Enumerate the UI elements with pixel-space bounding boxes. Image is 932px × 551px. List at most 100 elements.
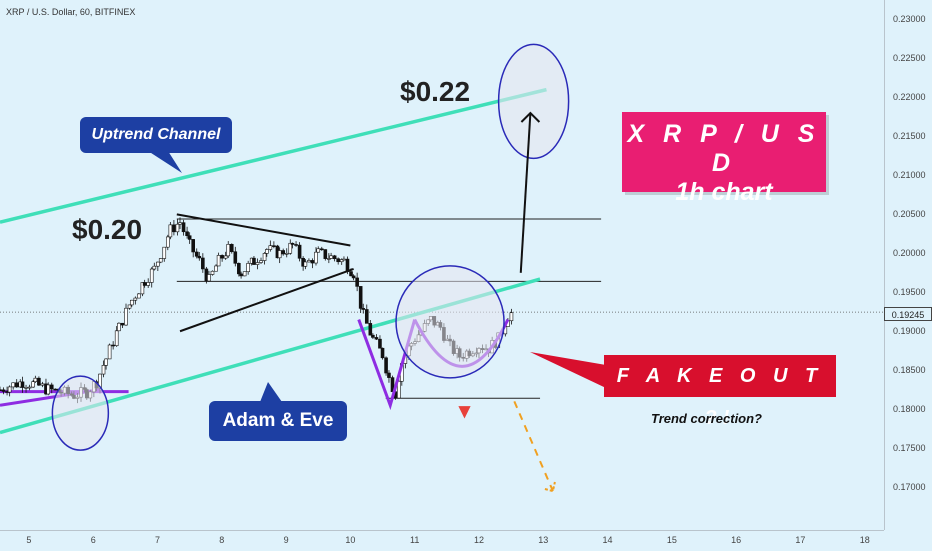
candle-body (46, 384, 51, 395)
candle-body (277, 250, 282, 259)
candle-body (358, 286, 363, 309)
adam-callout-tail (260, 382, 282, 402)
candle-body (7, 386, 12, 393)
price-axis[interactable]: 0.23000 0.22500 0.22000 0.21500 0.21000 0.205… (884, 0, 932, 530)
candle-body (129, 299, 134, 306)
candle-body (237, 263, 241, 275)
candle-body (31, 381, 35, 388)
candle-body (101, 365, 106, 375)
price-tick-label: 0.19000 (893, 326, 926, 337)
candle-body (255, 262, 260, 265)
candle-body (158, 258, 163, 263)
target-circle (497, 43, 570, 160)
projection-down-line (513, 401, 554, 492)
candle-body (368, 323, 373, 336)
time-tick-label: 12 (473, 535, 484, 545)
candle-body (185, 231, 189, 236)
candle-body (152, 265, 157, 270)
price-tick-label: 0.19500 (893, 287, 926, 298)
candle-body (53, 388, 58, 391)
candle-body (223, 255, 228, 259)
candle-body (349, 271, 353, 277)
time-axis[interactable]: 5 6 7 8 9 10 11 12 13 14 15 16 17 18 (0, 530, 884, 551)
candle-body (239, 273, 243, 277)
candle-body (120, 322, 125, 326)
candle-body (281, 250, 286, 255)
candle-body (14, 382, 19, 388)
candle-body (140, 282, 145, 295)
projection-up-line (519, 112, 532, 273)
candle-body (20, 381, 25, 388)
candle-body (268, 245, 273, 250)
candle-body (297, 244, 302, 259)
triangle-upper-line (176, 213, 351, 247)
candle-body (0, 389, 2, 392)
candle-body (387, 372, 391, 378)
candle-body (314, 251, 318, 264)
time-tick-label: 7 (154, 535, 161, 545)
candle-body (162, 246, 167, 259)
pattern-circle (395, 265, 505, 379)
price-tick-label: 0.20000 (893, 248, 926, 259)
price-tick-label: 0.21000 (893, 170, 926, 181)
candle-body (214, 265, 218, 272)
candle-body (307, 260, 311, 263)
price-tick-label: 0.22500 (893, 53, 926, 64)
time-tick-label: 15 (666, 535, 677, 545)
candle-body (272, 245, 276, 247)
candle-body (265, 249, 269, 254)
candle-body (371, 334, 375, 338)
candle-body (316, 248, 321, 253)
candle-body (339, 259, 344, 263)
candle-body (142, 282, 147, 286)
candle-body (27, 386, 32, 389)
candle-body (49, 384, 54, 390)
candle-body (201, 257, 205, 270)
time-tick-label: 5 (26, 535, 32, 545)
time-tick-label: 9 (283, 535, 289, 545)
candle-body (40, 383, 45, 386)
candle-body (207, 274, 211, 282)
uptrend-callout-tail (148, 151, 182, 173)
trend-correction-note: Trend correction? (651, 411, 763, 426)
candle-body (390, 377, 395, 393)
candle-body (374, 337, 379, 340)
xrp-title-line1: X R P / U S D (627, 120, 821, 177)
candle-body (197, 255, 202, 259)
projection-up-arrowhead (520, 111, 541, 123)
candle-body (378, 338, 382, 349)
time-tick-label: 16 (731, 535, 742, 545)
candle-body (364, 309, 369, 324)
uptrend-channel-callout: Uptrend Channel (80, 117, 232, 153)
candle-body (149, 268, 154, 283)
candle-body (124, 307, 128, 326)
candle-body (310, 260, 315, 264)
candle-body (284, 252, 289, 255)
candle-body (191, 239, 195, 253)
candle-body (24, 386, 28, 389)
candle-body (127, 304, 132, 309)
time-tick-label: 13 (538, 535, 549, 545)
time-tick-label: 10 (345, 535, 356, 545)
candle-body (117, 322, 121, 332)
candle-body (252, 257, 256, 265)
candle-body (319, 248, 324, 251)
xrp-usd-title-box: X R P / U S D 1h chart (622, 112, 826, 206)
fakeout-banner-tail (530, 352, 606, 388)
candle-body (156, 261, 160, 267)
candle-body (175, 223, 180, 233)
candle-body (242, 271, 247, 277)
price-tick-label: 0.18000 (893, 404, 926, 415)
candle-body (1, 389, 6, 392)
candle-body (178, 222, 182, 225)
xrp-title-line2: 1h chart (675, 178, 773, 206)
symbol-title: XRP / U.S. Dollar, 60, BITFINEX (6, 7, 136, 17)
candle-body (384, 357, 388, 374)
sell-marker-icon (458, 406, 471, 419)
candle-body (11, 382, 15, 388)
candle-body (37, 377, 41, 386)
channel-upper-line (0, 87, 547, 224)
projection-down-arrowhead (544, 481, 556, 493)
fakeout-banner: F A K E O U T ?! (604, 355, 836, 429)
